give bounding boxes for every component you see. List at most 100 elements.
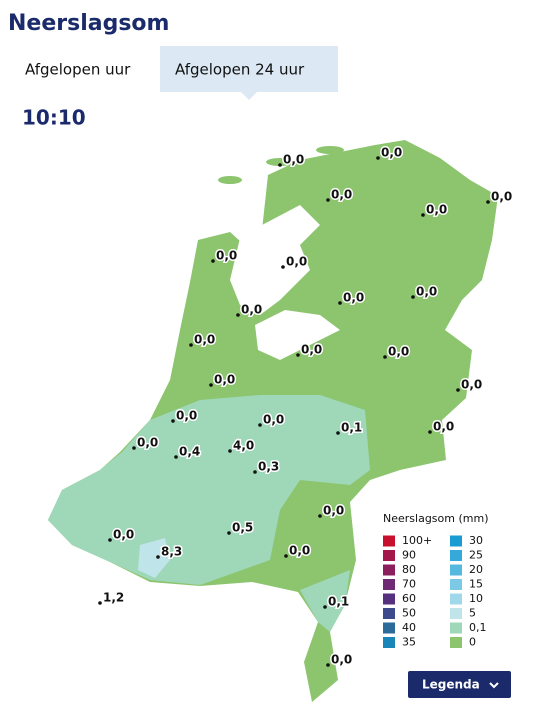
station-dot xyxy=(174,455,178,459)
time: 10:10 xyxy=(22,106,86,130)
legend-swatch xyxy=(450,622,462,634)
station-value: 0,0 xyxy=(286,255,307,269)
legend-label: 70 xyxy=(402,578,416,591)
island xyxy=(266,158,294,166)
legend-swatch xyxy=(450,579,462,590)
station-value: 0,0 xyxy=(331,653,352,667)
station-value: 0,4 xyxy=(179,445,200,459)
station-value: 0,1 xyxy=(328,595,349,609)
station-value: 0,0 xyxy=(216,249,237,263)
legend-swatch xyxy=(383,637,395,648)
legend-swatch xyxy=(450,608,462,619)
legend-label: 90 xyxy=(402,549,416,562)
station-dot xyxy=(228,449,232,453)
station-dot xyxy=(323,605,327,609)
legend-label: 5 xyxy=(469,607,476,620)
station-dot xyxy=(456,388,460,392)
legend-label: 0,1 xyxy=(469,621,487,634)
station-dot xyxy=(428,430,432,434)
station-value: 0,5 xyxy=(232,521,253,535)
station-dot xyxy=(296,353,300,357)
station-dot xyxy=(278,163,282,167)
station-dot xyxy=(411,295,415,299)
legend-label: 30 xyxy=(469,534,483,547)
legend-label: 25 xyxy=(469,549,483,562)
station-value: 0,0 xyxy=(343,291,364,305)
legend-title: Neerslagsom (mm) xyxy=(383,512,488,525)
legend-label: 40 xyxy=(402,621,416,634)
station-value: 0,0 xyxy=(323,504,344,518)
station-dot xyxy=(318,514,322,518)
water xyxy=(230,205,320,315)
station-dot xyxy=(421,213,425,217)
station-dot xyxy=(171,419,175,423)
station-dot xyxy=(383,355,387,359)
station-value: 0,0 xyxy=(388,345,409,359)
station-value: 0,0 xyxy=(241,303,262,317)
map xyxy=(48,140,498,702)
legend-label: 100+ xyxy=(402,534,432,547)
station-dot xyxy=(189,343,193,347)
tab-selected xyxy=(160,46,338,92)
station-value: 4,0 xyxy=(233,439,254,453)
legend-swatch xyxy=(383,622,395,634)
station-dot xyxy=(236,313,240,317)
station-value: 0,0 xyxy=(289,544,310,558)
legend-swatch xyxy=(383,579,395,590)
legend-swatch xyxy=(450,535,462,547)
station-value: 0,0 xyxy=(381,146,402,160)
station-value: 0,0 xyxy=(176,409,197,423)
chevron xyxy=(489,682,499,689)
legend-label: 50 xyxy=(402,607,416,620)
station-value: 0,1 xyxy=(341,421,362,435)
legend-swatch xyxy=(450,564,462,576)
legend-swatch xyxy=(383,535,395,547)
station-dot xyxy=(326,198,330,202)
station-dot xyxy=(211,259,215,263)
station-dot xyxy=(108,538,112,542)
lake xyxy=(255,310,340,360)
station-dot xyxy=(132,446,136,450)
station-value: 1,2 xyxy=(103,591,124,605)
legend-swatch xyxy=(450,550,462,561)
station-dot xyxy=(156,555,160,559)
legend-button-label[interactable]: Legenda xyxy=(422,678,480,692)
legend-swatch xyxy=(383,608,395,619)
station-value: 0,0 xyxy=(194,333,215,347)
station-value: 0,0 xyxy=(301,343,322,357)
station-value: 8,3 xyxy=(161,545,182,559)
station-dot xyxy=(258,423,262,427)
station-dot xyxy=(338,301,342,305)
legend-swatch xyxy=(383,564,395,576)
station-dot xyxy=(227,531,231,535)
legend-swatch xyxy=(383,550,395,561)
legend-label: 35 xyxy=(402,636,416,649)
station-dot xyxy=(486,200,490,204)
legend-button[interactable] xyxy=(408,671,511,698)
station-value: 0,0 xyxy=(113,528,134,542)
legend-swatch xyxy=(450,637,462,648)
station-value: 0,0 xyxy=(214,373,235,387)
legend-label: 20 xyxy=(469,563,483,576)
legend-swatch xyxy=(450,593,462,605)
station-dot xyxy=(284,554,288,558)
island xyxy=(316,146,344,154)
tab[interactable]: Afgelopen uur xyxy=(25,61,131,79)
station-value: 0,0 xyxy=(433,420,454,434)
station-value: 0,0 xyxy=(137,436,158,450)
station-dot xyxy=(281,265,285,269)
legend-swatch xyxy=(383,593,395,605)
station-value: 0,0 xyxy=(416,285,437,299)
station-value: 0,0 xyxy=(426,203,447,217)
title: Neerslagsom xyxy=(8,11,169,36)
station-dot xyxy=(376,156,380,160)
island xyxy=(218,176,242,184)
tab[interactable]: Afgelopen 24 uur xyxy=(175,61,305,79)
station-value: 0,0 xyxy=(461,378,482,392)
rain-area xyxy=(48,395,370,585)
legend-label: 10 xyxy=(469,592,483,605)
legend-label: 60 xyxy=(402,592,416,605)
station-dot xyxy=(253,470,257,474)
station-dot xyxy=(209,383,213,387)
